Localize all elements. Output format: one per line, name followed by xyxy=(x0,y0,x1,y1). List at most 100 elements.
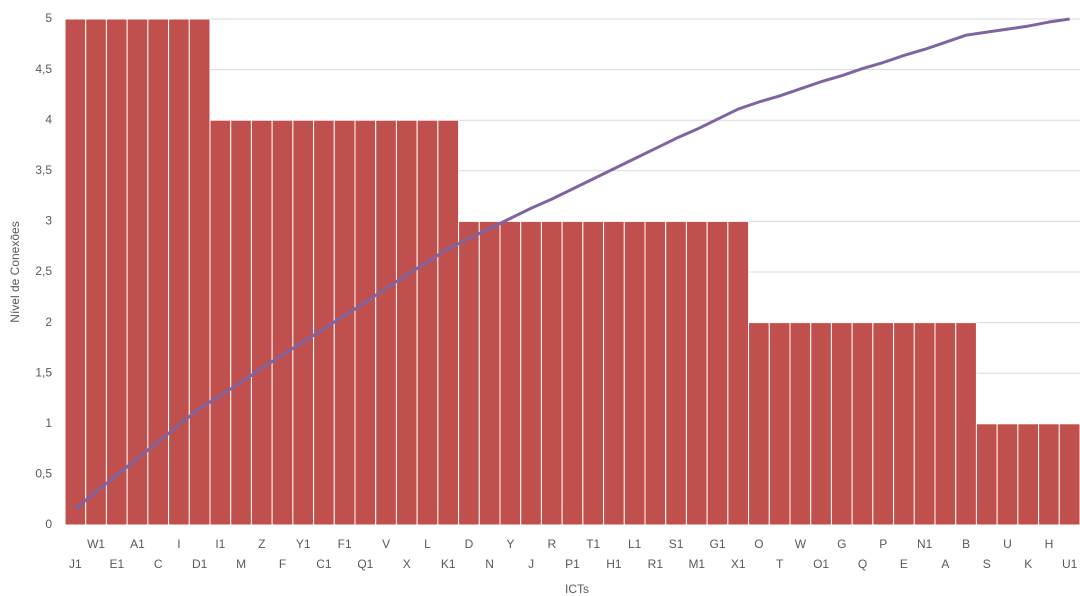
bar xyxy=(955,322,977,526)
bar xyxy=(872,322,895,526)
x-tick-label: G xyxy=(837,537,846,551)
x-tick-label: C xyxy=(154,557,163,571)
x-tick-label: N xyxy=(485,557,494,571)
bar xyxy=(706,220,729,526)
x-tick-label: U xyxy=(1003,537,1012,551)
x-tick-label: R xyxy=(547,537,556,551)
x-tick-label: R1 xyxy=(648,557,664,571)
x-tick-label: K xyxy=(1024,557,1032,571)
y-tick-label: 1,5 xyxy=(35,365,52,379)
bar xyxy=(727,220,750,526)
bar xyxy=(1038,423,1060,526)
x-tick-label: H1 xyxy=(606,557,622,571)
bar xyxy=(768,322,791,526)
x-tick-label: I xyxy=(177,537,180,551)
y-tick-label: 2 xyxy=(45,315,52,329)
bar xyxy=(230,119,252,526)
bar xyxy=(789,322,812,526)
bar xyxy=(188,18,211,526)
y-tick-label: 5 xyxy=(45,11,52,25)
x-tick-label: W1 xyxy=(87,537,105,551)
bar xyxy=(64,18,87,526)
x-tick-label: L1 xyxy=(628,537,642,551)
x-tick-label: D xyxy=(465,537,474,551)
bar xyxy=(582,220,605,526)
x-tick-label: Z xyxy=(258,537,265,551)
x-tick-label: A xyxy=(941,557,949,571)
x-tick-label: F1 xyxy=(338,537,352,551)
x-tick-label: C1 xyxy=(316,557,332,571)
x-tick-label: X1 xyxy=(731,557,746,571)
x-tick-label: W xyxy=(795,537,807,551)
bar xyxy=(292,119,315,526)
x-tick-label: Q xyxy=(858,557,867,571)
bar xyxy=(250,119,273,526)
x-tick-label: Y xyxy=(506,537,514,551)
bar xyxy=(1058,423,1080,526)
x-tick-label: M1 xyxy=(688,557,705,571)
x-tick-label: P1 xyxy=(565,557,580,571)
bar xyxy=(354,119,377,526)
bar xyxy=(913,322,936,526)
x-tick-label: J xyxy=(528,557,534,571)
bar xyxy=(603,220,625,526)
x-tick-label: E1 xyxy=(109,557,124,571)
x-tick-label: O1 xyxy=(813,557,829,571)
x-tick-label: H xyxy=(1045,537,1054,551)
bar xyxy=(685,220,708,526)
bar xyxy=(375,119,397,526)
y-tick-label: 3 xyxy=(45,214,52,228)
x-tick-label: K1 xyxy=(441,557,456,571)
x-tick-label: S1 xyxy=(669,537,684,551)
bar xyxy=(271,119,294,526)
x-tick-label: U1 xyxy=(1062,557,1078,571)
y-tick-label: 1 xyxy=(45,416,52,430)
bar xyxy=(644,220,667,526)
x-tick-label: I1 xyxy=(215,537,225,551)
bar xyxy=(520,220,542,526)
x-tick-label: Q1 xyxy=(357,557,373,571)
x-tick-label: S xyxy=(983,557,991,571)
x-tick-label: J1 xyxy=(69,557,82,571)
bar xyxy=(934,322,957,526)
x-tick-label: F xyxy=(279,557,286,571)
x-tick-label: P xyxy=(879,537,887,551)
x-axis-title: ICTs xyxy=(565,582,589,596)
x-tick-label: X xyxy=(403,557,411,571)
bar xyxy=(85,18,107,526)
bar xyxy=(209,119,232,526)
bar xyxy=(996,423,1019,526)
bar xyxy=(458,220,480,526)
bar xyxy=(168,18,190,526)
x-tick-label: O xyxy=(754,537,763,551)
bar xyxy=(126,18,149,526)
bar xyxy=(105,18,128,526)
x-tick-label: D1 xyxy=(192,557,208,571)
y-tick-label: 0,5 xyxy=(35,467,52,481)
x-tick-label: T xyxy=(776,557,784,571)
bar xyxy=(975,423,998,526)
bar xyxy=(893,322,915,526)
bar xyxy=(748,322,770,526)
y-tick-label: 0 xyxy=(45,517,52,531)
y-axis-title: Nível de Conexões xyxy=(8,221,22,322)
y-tick-label: 4,5 xyxy=(35,62,52,76)
bar xyxy=(437,119,460,526)
cumulative-line xyxy=(74,17,1070,510)
bar xyxy=(395,119,418,526)
bar xyxy=(1017,423,1040,526)
x-tick-label: A1 xyxy=(130,537,145,551)
x-tick-label: B xyxy=(962,537,970,551)
bar xyxy=(499,220,522,526)
x-tick-label: E xyxy=(900,557,908,571)
x-tick-label: T1 xyxy=(586,537,600,551)
x-tick-label: G1 xyxy=(709,537,725,551)
x-tick-label: N1 xyxy=(917,537,933,551)
y-tick-label: 3,5 xyxy=(35,163,52,177)
bar xyxy=(416,119,439,526)
x-tick-label: L xyxy=(424,537,431,551)
bar xyxy=(540,220,563,526)
bar xyxy=(851,322,874,526)
bar xyxy=(665,220,687,526)
